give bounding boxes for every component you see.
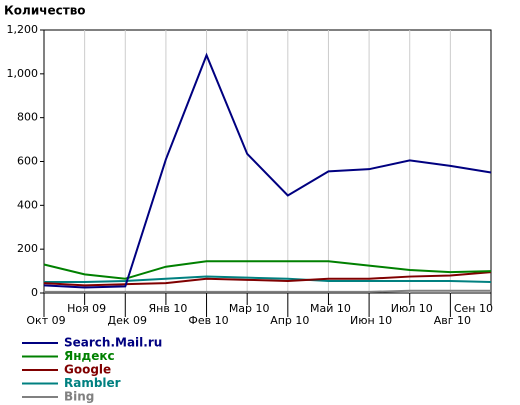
legend-label: Google [64, 363, 111, 377]
y-tick-label: 200 [17, 242, 38, 255]
series-line [43, 52, 492, 289]
x-tick-label: Авг 10 [434, 314, 471, 327]
y-tick-label: 1,200 [7, 23, 39, 36]
x-tick-label: Июл 10 [391, 302, 433, 315]
x-tick-label: Май 10 [310, 302, 351, 315]
x-tick-label: Янв 10 [149, 302, 188, 315]
chart-title: Количество [4, 4, 86, 18]
series-line [43, 271, 492, 287]
legend-label: Search.Mail.ru [64, 336, 162, 350]
x-tick-label: Апр 10 [270, 314, 309, 327]
x-tick-label: Ноя 09 [67, 302, 106, 315]
y-tick-label: 800 [17, 111, 38, 124]
legend-label: Яндекс [64, 349, 115, 363]
legend-label: Bing [64, 390, 94, 404]
y-tick-label: 400 [17, 198, 38, 211]
legend-label: Rambler [64, 376, 121, 390]
series-line [44, 289, 491, 293]
x-tick-label: Сен 10 [454, 302, 493, 315]
series-line [43, 260, 492, 280]
x-tick-label: Дек 09 [108, 314, 148, 327]
x-tick-label: Мар 10 [229, 302, 270, 315]
y-tick-label: 600 [17, 155, 38, 168]
x-tick-label: Окт 09 [26, 314, 65, 327]
y-tick-label: 1,000 [7, 67, 39, 80]
series-line [44, 275, 492, 284]
x-tick-label: Июн 10 [350, 314, 392, 327]
x-tick-label: Фев 10 [188, 314, 228, 327]
y-tick-label: 0 [31, 286, 38, 299]
